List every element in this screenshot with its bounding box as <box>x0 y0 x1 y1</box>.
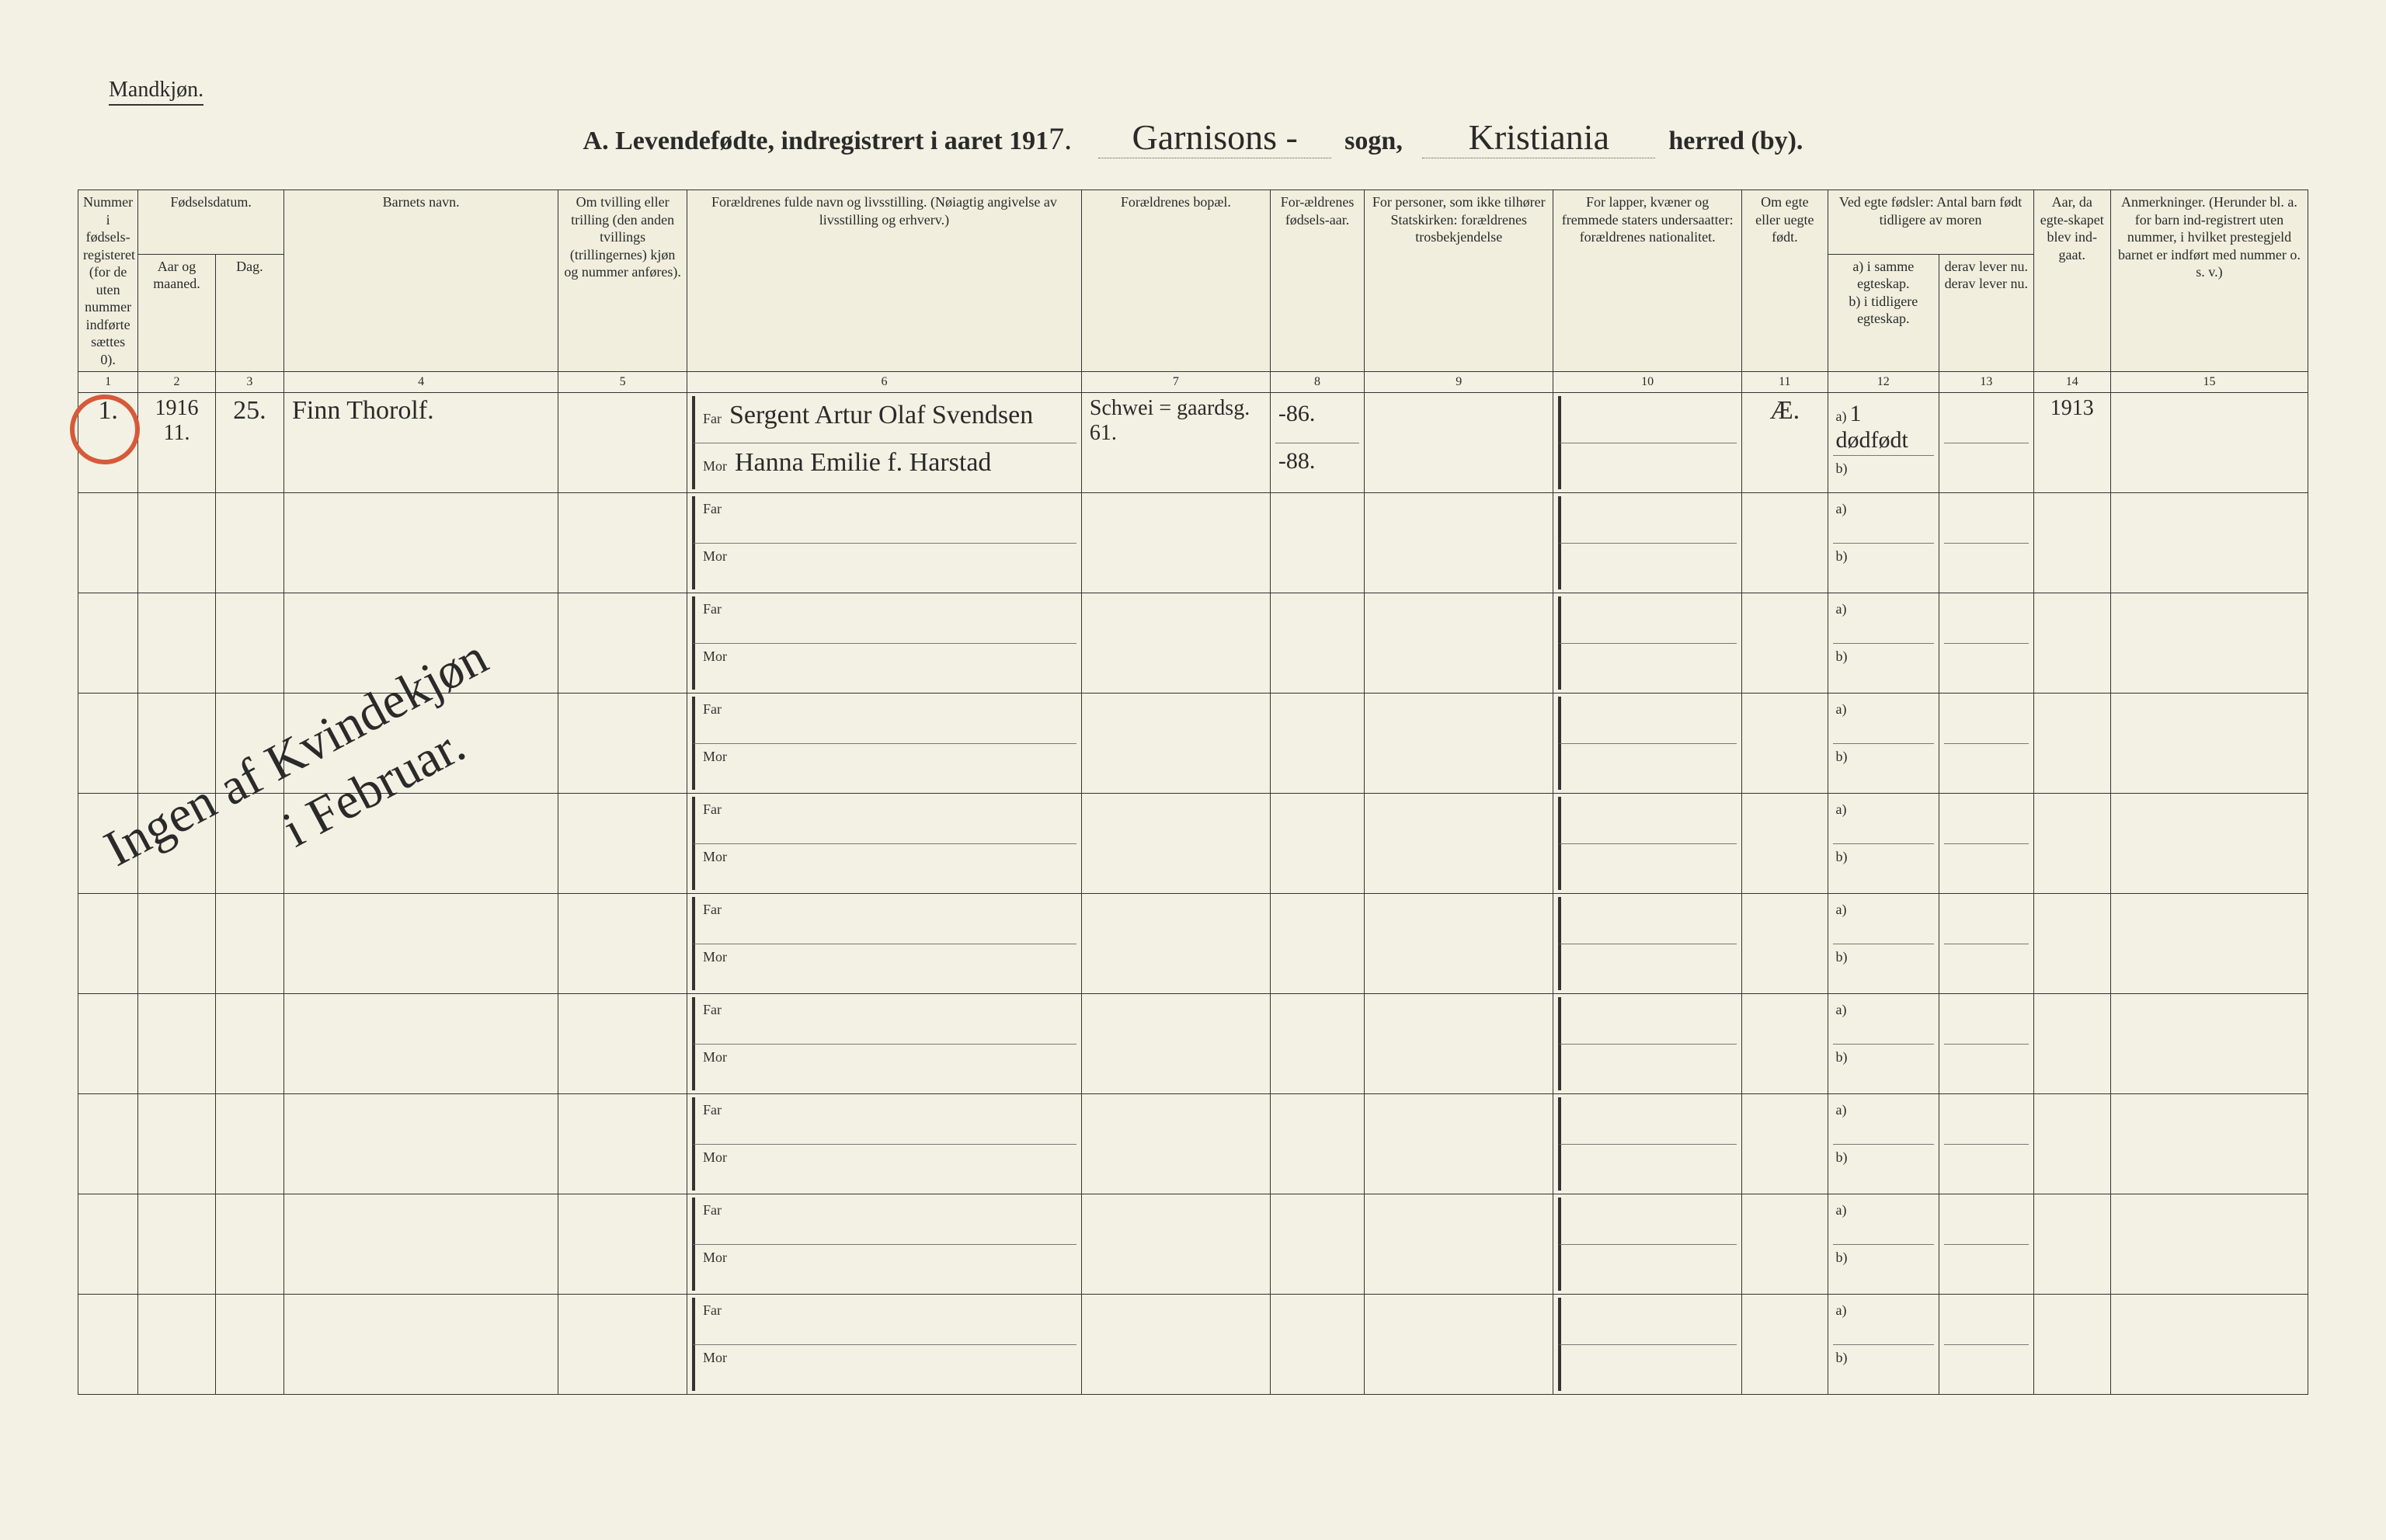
cell-anm <box>2110 393 2308 493</box>
page-title: A. Levendefødte, indregistrert i aaret 1… <box>78 116 2308 158</box>
cell-aar-indgaat: 1913 <box>2033 393 2110 493</box>
table-row: FarMora)b) <box>78 794 2308 894</box>
hdr-fodselsdatum: Fødselsdatum. <box>138 190 284 255</box>
hdr-c13: derav lever nu. derav lever nu. <box>1939 254 2033 371</box>
hdr-nationalitet: For lapper, kvæner og fremmede staters u… <box>1553 190 1742 372</box>
ledger-page: Mandkjøn. A. Levendefødte, indregistrert… <box>0 0 2386 1540</box>
table-body: 1. 1916 11. 25. Finn Thorolf. FarSergent… <box>78 393 2308 1395</box>
hdr-tidligere-barn: Ved egte fødsler: Antal barn født tidlig… <box>1828 190 2033 255</box>
table-row: FarMora)b) <box>78 1295 2308 1395</box>
gender-label: Mandkjøn. <box>109 78 203 106</box>
column-number-row: 1 2 3 4 5 6 7 8 9 10 11 12 13 14 15 <box>78 372 2308 393</box>
cell-barn: Finn Thorolf. <box>284 393 558 493</box>
hdr-barnets-navn: Barnets navn. <box>284 190 558 372</box>
table-header: Nummer i fødsels-registeret (for de uten… <box>78 190 2308 393</box>
table-row: FarMora)b) <box>78 694 2308 794</box>
cell-egte: Æ. <box>1742 393 1828 493</box>
table-row: FarMora)b) <box>78 994 2308 1094</box>
table-row: FarMora)b) <box>78 593 2308 694</box>
hdr-anmerkninger: Anmerkninger. (Herunder bl. a. for barn … <box>2110 190 2308 372</box>
hdr-aar-indgaat: Aar, da egte-skapet blev ind-gaat. <box>2033 190 2110 372</box>
table-row: 1. 1916 11. 25. Finn Thorolf. FarSergent… <box>78 393 2308 493</box>
table-row: FarMora)b) <box>78 894 2308 994</box>
title-prefix: A. Levendefødte, indregistrert i aaret 1… <box>583 127 1049 155</box>
cell-nat <box>1553 393 1742 493</box>
hdr-bopael: Forældrenes bopæl. <box>1081 190 1270 372</box>
cell-tros <box>1365 393 1553 493</box>
table-row: FarMora)b) <box>78 1094 2308 1194</box>
cell-derav <box>1939 393 2033 493</box>
herred-value: Kristiania <box>1422 116 1655 158</box>
ledger-table: Nummer i fødsels-registeret (for de uten… <box>78 189 2308 1395</box>
cell-ab: a) 1 dødfødt b) <box>1828 393 1939 493</box>
hdr-foraeldre-navn: Forældrenes fulde navn og livsstilling. … <box>687 190 1081 372</box>
hdr-dag: Dag. <box>215 254 283 371</box>
hdr-aar-maaned: Aar og maaned. <box>138 254 215 371</box>
sogn-label: sogn, <box>1344 127 1403 155</box>
sogn-value: Garnisons - <box>1098 116 1331 158</box>
hdr-trosbekjendelse: For personer, som ikke tilhører Statskir… <box>1365 190 1553 372</box>
hdr-fodselsaar: For-ældrenes fødsels-aar. <box>1270 190 1364 372</box>
circle-annotation-icon <box>70 395 140 464</box>
cell-dag: 25. <box>215 393 283 493</box>
cell-aar-maaned: 1916 11. <box>138 393 215 493</box>
table-row: FarMora)b) <box>78 493 2308 593</box>
hdr-tvilling: Om tvilling eller trilling (den anden tv… <box>558 190 687 372</box>
hdr-nummer: Nummer i fødsels-registeret (for de uten… <box>78 190 138 372</box>
title-year-digit: 7. <box>1049 121 1072 156</box>
hdr-egte: Om egte eller uegte født. <box>1742 190 1828 372</box>
cell-foraeldre: FarSergent Artur Olaf Svendsen MorHanna … <box>687 393 1081 493</box>
cell-tvilling <box>558 393 687 493</box>
hdr-c12a: a) i samme egteskap. b) i tidligere egte… <box>1828 254 1939 371</box>
herred-label: herred (by). <box>1668 127 1803 155</box>
cell-fodselsaar: -86. -88. <box>1270 393 1364 493</box>
table-row: FarMora)b) <box>78 1194 2308 1295</box>
cell-bopael: Schwei = gaardsg. 61. <box>1081 393 1270 493</box>
